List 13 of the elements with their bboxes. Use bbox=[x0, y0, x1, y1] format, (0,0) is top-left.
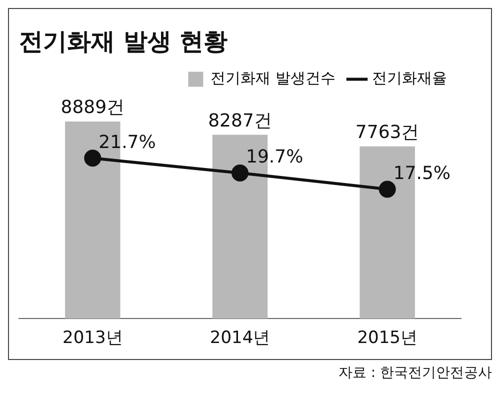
data-label: 8889건 bbox=[60, 97, 125, 118]
data-label: 19.7% bbox=[246, 146, 304, 168]
data-label: 21.7% bbox=[98, 132, 156, 153]
x-tick-label: 2014년 bbox=[210, 328, 270, 348]
x-tick-label: 2013년 bbox=[62, 328, 123, 348]
data-label: 17.5% bbox=[393, 162, 451, 184]
x-tick-label: 2015년 bbox=[357, 328, 418, 348]
legend-label: 전기화재 발생건수 bbox=[210, 69, 336, 88]
data-label: 8287건 bbox=[208, 110, 272, 132]
chart-title: 전기화재 발생 현황 bbox=[19, 28, 228, 56]
text: 자료 : 한국전기안전공사 bbox=[337, 364, 492, 382]
legend-label: 전기화재율 bbox=[372, 69, 447, 88]
data-label: 7763건 bbox=[355, 122, 420, 144]
